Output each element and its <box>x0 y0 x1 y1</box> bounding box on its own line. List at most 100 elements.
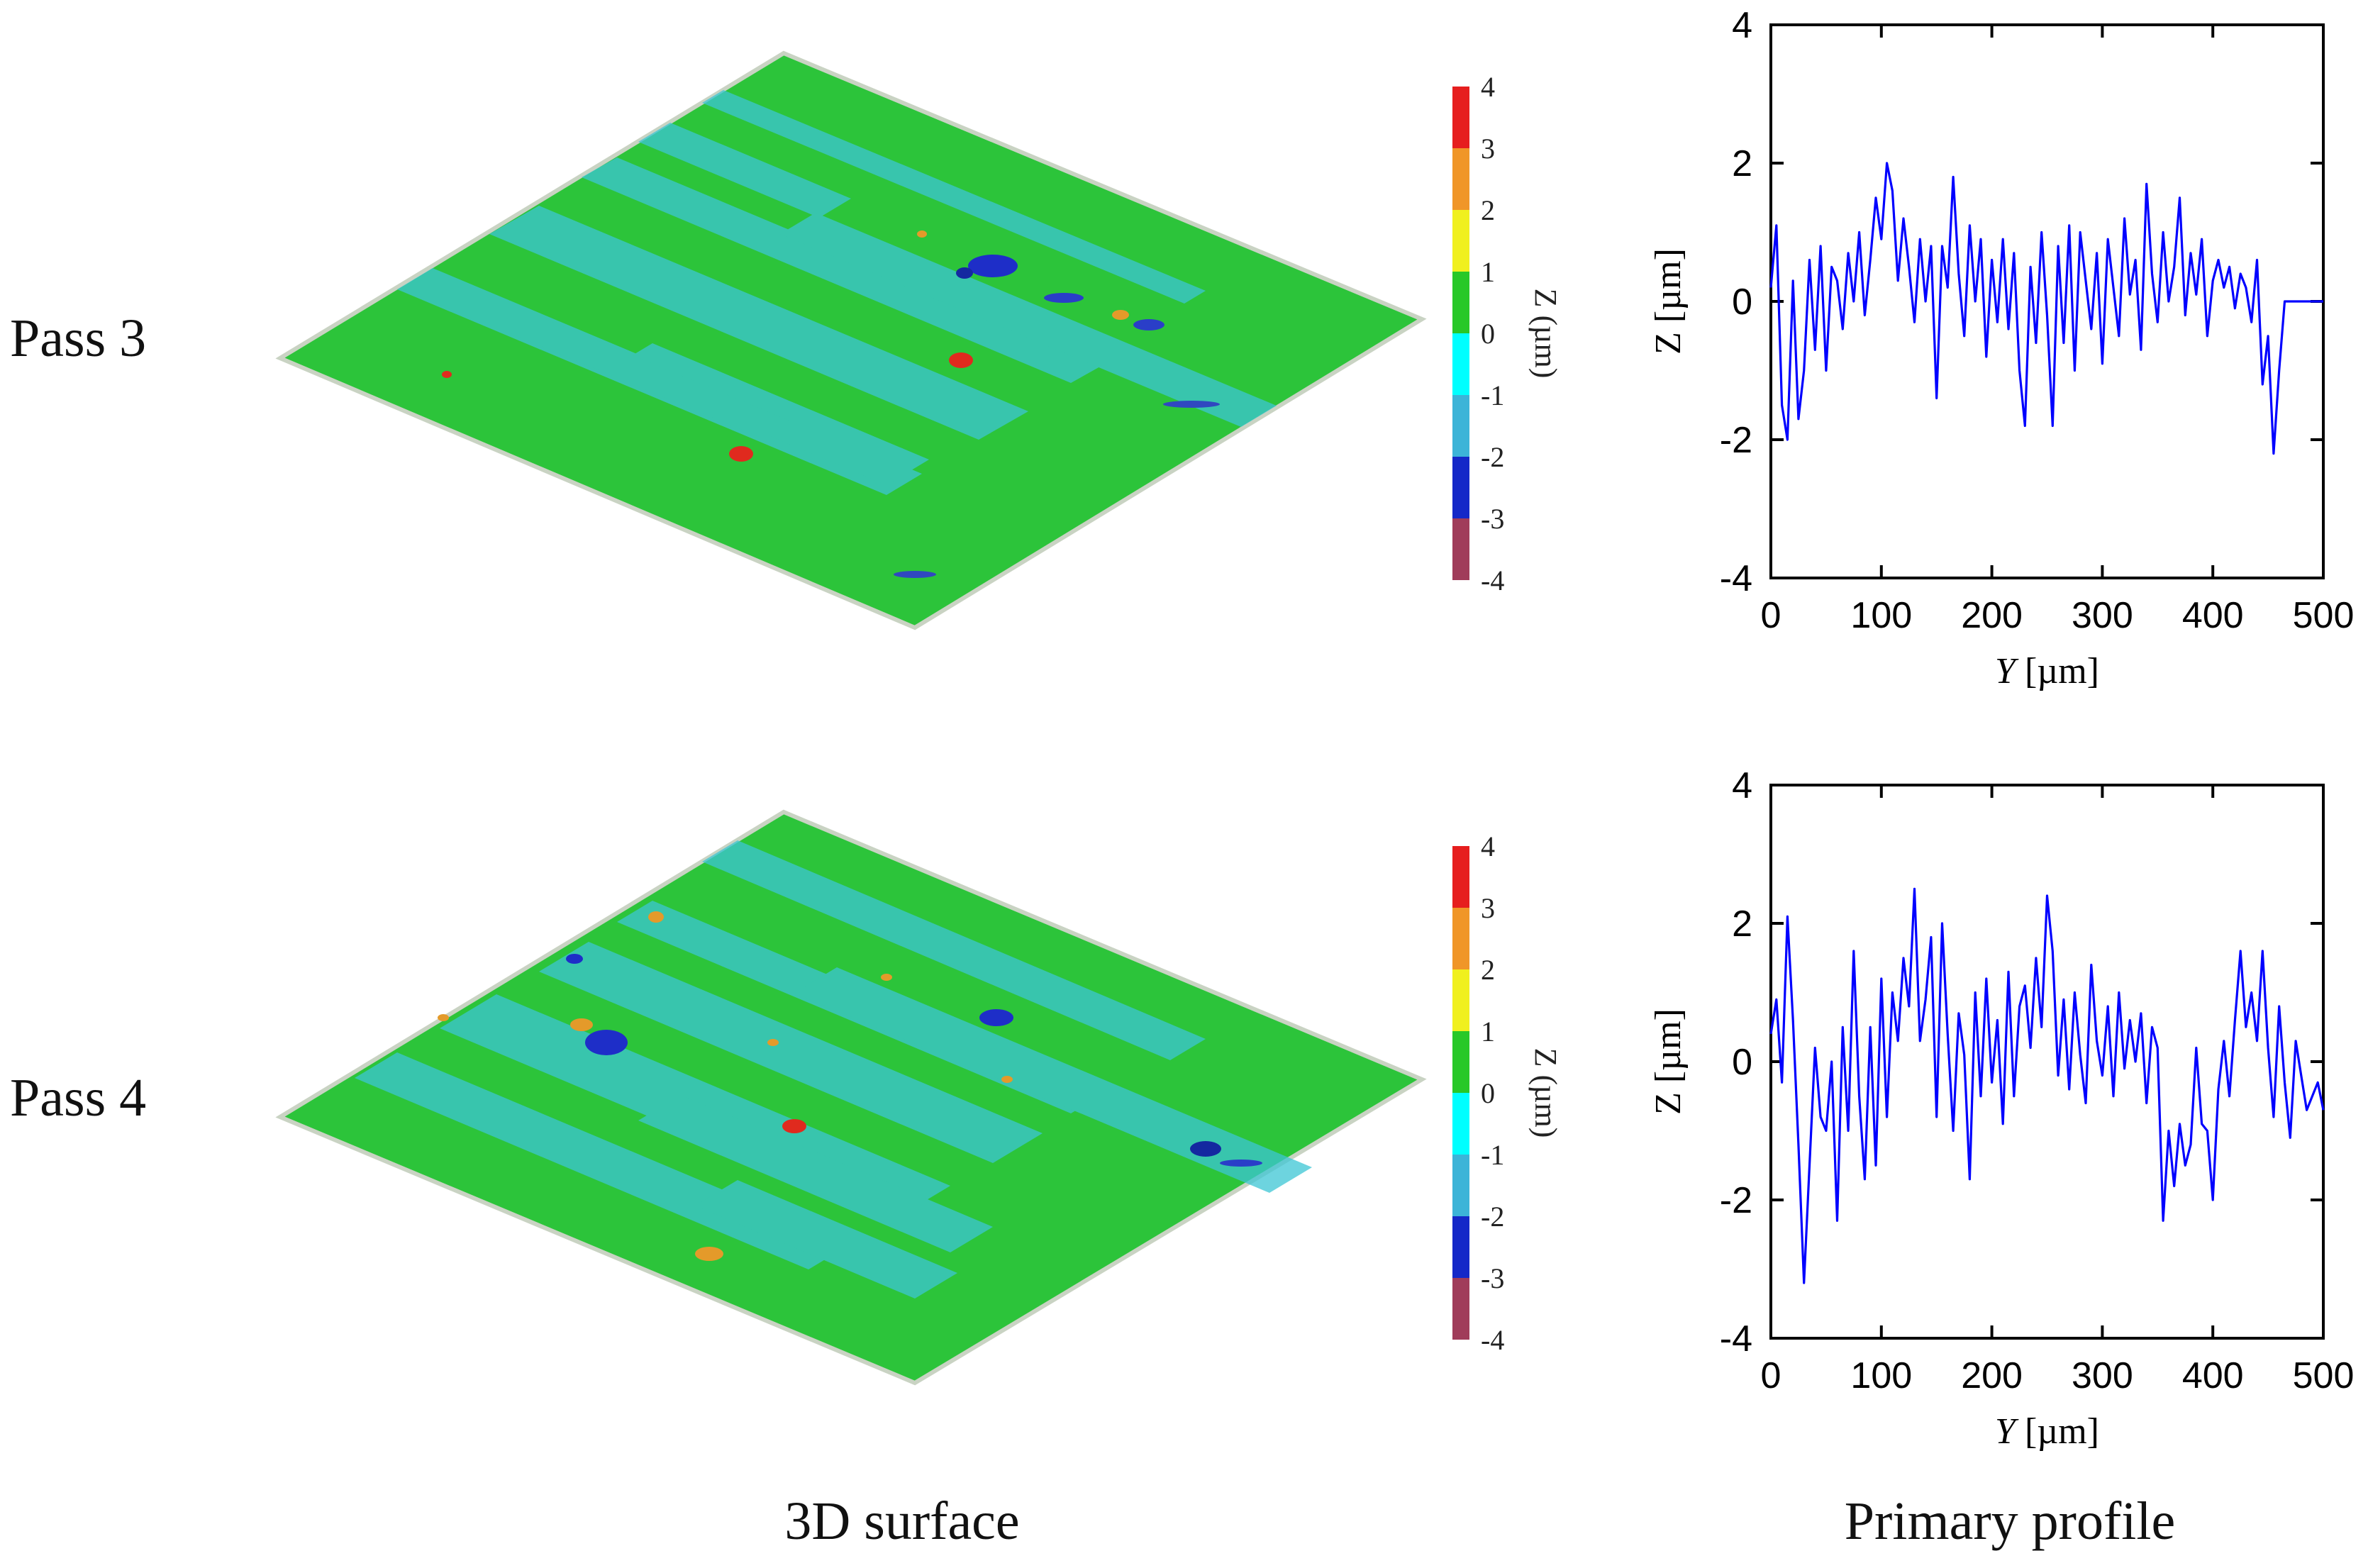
colorbar-segment <box>1452 846 1469 908</box>
colorbar-segment <box>1452 272 1469 333</box>
defect <box>949 352 973 368</box>
y-tick-label: -4 <box>1720 558 1752 599</box>
defect <box>438 1014 449 1021</box>
profile-series-line <box>1769 887 2325 1284</box>
x-axis-label: Y [µm] <box>1995 651 2099 691</box>
x-tick-label: 0 <box>1761 1355 1781 1396</box>
surface-map-pass-3 <box>275 50 1427 630</box>
profile-series-line <box>1769 162 2323 455</box>
column-title-3d-surface: 3D surface <box>784 1491 1019 1551</box>
x-axis-label-unit: [µm] <box>2016 651 2099 691</box>
y-tick-label: -4 <box>1720 1318 1752 1360</box>
x-axis-label-unit: [µm] <box>2016 1411 2099 1452</box>
y-axis-label: Z [µm] <box>1648 248 1689 355</box>
column-title-primary-profile: Primary profile <box>1845 1491 2175 1551</box>
defect <box>1163 401 1220 408</box>
surface-map-pass-4 <box>275 809 1427 1386</box>
row-label-pass-4: Pass 4 <box>10 1068 146 1128</box>
y-tick-label: 2 <box>1732 143 1752 184</box>
y-tick-label: 0 <box>1732 282 1752 323</box>
colorbar-tick-label: -3 <box>1481 1262 1504 1294</box>
colorbar-segment <box>1452 457 1469 518</box>
defect <box>956 267 973 279</box>
colorbar-tick-label: 4 <box>1481 71 1495 103</box>
defect <box>1044 293 1084 303</box>
colorbar-segment <box>1452 518 1469 580</box>
colorbar-tick-label: 0 <box>1481 1077 1495 1109</box>
colorbar-segment <box>1452 908 1469 969</box>
defect <box>566 954 583 964</box>
colorbar-segment <box>1452 148 1469 210</box>
colorbar-segment <box>1452 210 1469 272</box>
colorbar-segment <box>1452 1216 1469 1278</box>
colorbar-pass-4: 4 3 2 1 0 -1 -2 -3 -4 Z (µm) <box>1452 830 1563 1356</box>
colorbar-segment <box>1452 1155 1469 1216</box>
defect <box>648 911 664 923</box>
y-tick-label: 0 <box>1732 1042 1752 1083</box>
colorbar-label: Z (µm) <box>1528 1048 1563 1138</box>
colorbar-tick-label: -2 <box>1481 441 1504 473</box>
defect <box>917 230 927 238</box>
plot-frame <box>1769 784 2325 1340</box>
colorbar-tick-label: 1 <box>1481 1016 1495 1047</box>
row-label-pass-3: Pass 3 <box>10 308 146 368</box>
colorbar-tick-label: -4 <box>1481 565 1504 596</box>
y-tick-label: -2 <box>1720 420 1752 461</box>
x-tick-label: 500 <box>2293 595 2355 636</box>
defect <box>968 255 1018 277</box>
colorbar-tick-label: -4 <box>1481 1324 1504 1356</box>
colorbar-tick-label: -2 <box>1481 1201 1504 1233</box>
defect <box>442 371 452 378</box>
colorbar-tick-label: 4 <box>1481 830 1495 862</box>
colorbar-tick-label: 3 <box>1481 892 1495 924</box>
colorbar-segment <box>1452 395 1469 457</box>
x-tick-label: 200 <box>1961 595 2023 636</box>
colorbar-segment <box>1452 1093 1469 1155</box>
colorbar-tick-label: 3 <box>1481 133 1495 165</box>
x-axis-label-symbol: Y <box>1995 651 2019 691</box>
defect <box>1220 1160 1262 1167</box>
colorbar-label: Z (µm) <box>1528 289 1563 379</box>
x-tick-label: 500 <box>2293 1355 2355 1396</box>
x-tick-label: 300 <box>2072 1355 2133 1396</box>
defect <box>1112 310 1129 320</box>
colorbar-tick-label: 2 <box>1481 194 1495 226</box>
defect <box>1001 1076 1013 1083</box>
defect <box>782 1119 806 1133</box>
defect <box>881 974 892 981</box>
colorbar-segment <box>1452 1031 1469 1093</box>
x-tick-label: 200 <box>1961 1355 2023 1396</box>
defect <box>767 1039 779 1046</box>
x-tick-label: 0 <box>1761 595 1781 636</box>
x-tick-label: 100 <box>1850 595 1912 636</box>
y-tick-label: 4 <box>1732 5 1752 46</box>
x-tick-label: 400 <box>2182 595 2244 636</box>
y-tick-label: 4 <box>1732 765 1752 806</box>
y-axis-label: Z [µm] <box>1648 1008 1689 1115</box>
defect <box>894 571 936 578</box>
y-tick-label: -2 <box>1720 1180 1752 1221</box>
colorbar-tick-label: -1 <box>1481 1139 1504 1171</box>
defect <box>979 1009 1013 1026</box>
colorbar-segment <box>1452 87 1469 148</box>
defect <box>1133 319 1164 330</box>
defect <box>1190 1141 1221 1157</box>
colorbar-tick-label: 2 <box>1481 954 1495 986</box>
colorbar-segment <box>1452 333 1469 395</box>
colorbar-tick-label: 1 <box>1481 256 1495 288</box>
colorbar-pass-3: 4 3 2 1 0 -1 -2 -3 -4 Z (µm) <box>1452 71 1563 596</box>
x-tick-label: 300 <box>2072 595 2133 636</box>
y-tick-label: 2 <box>1732 903 1752 945</box>
colorbar-segment <box>1452 969 1469 1031</box>
colorbar-segment <box>1452 1278 1469 1340</box>
colorbar-tick-label: -1 <box>1481 379 1504 411</box>
x-axis-label: Y [µm] <box>1995 1411 2099 1452</box>
colorbar-tick-label: 0 <box>1481 318 1495 350</box>
defect <box>695 1247 723 1261</box>
x-tick-label: 400 <box>2182 1355 2244 1396</box>
x-axis-label-symbol: Y <box>1995 1411 2019 1452</box>
colorbar-tick-label: -3 <box>1481 503 1504 535</box>
